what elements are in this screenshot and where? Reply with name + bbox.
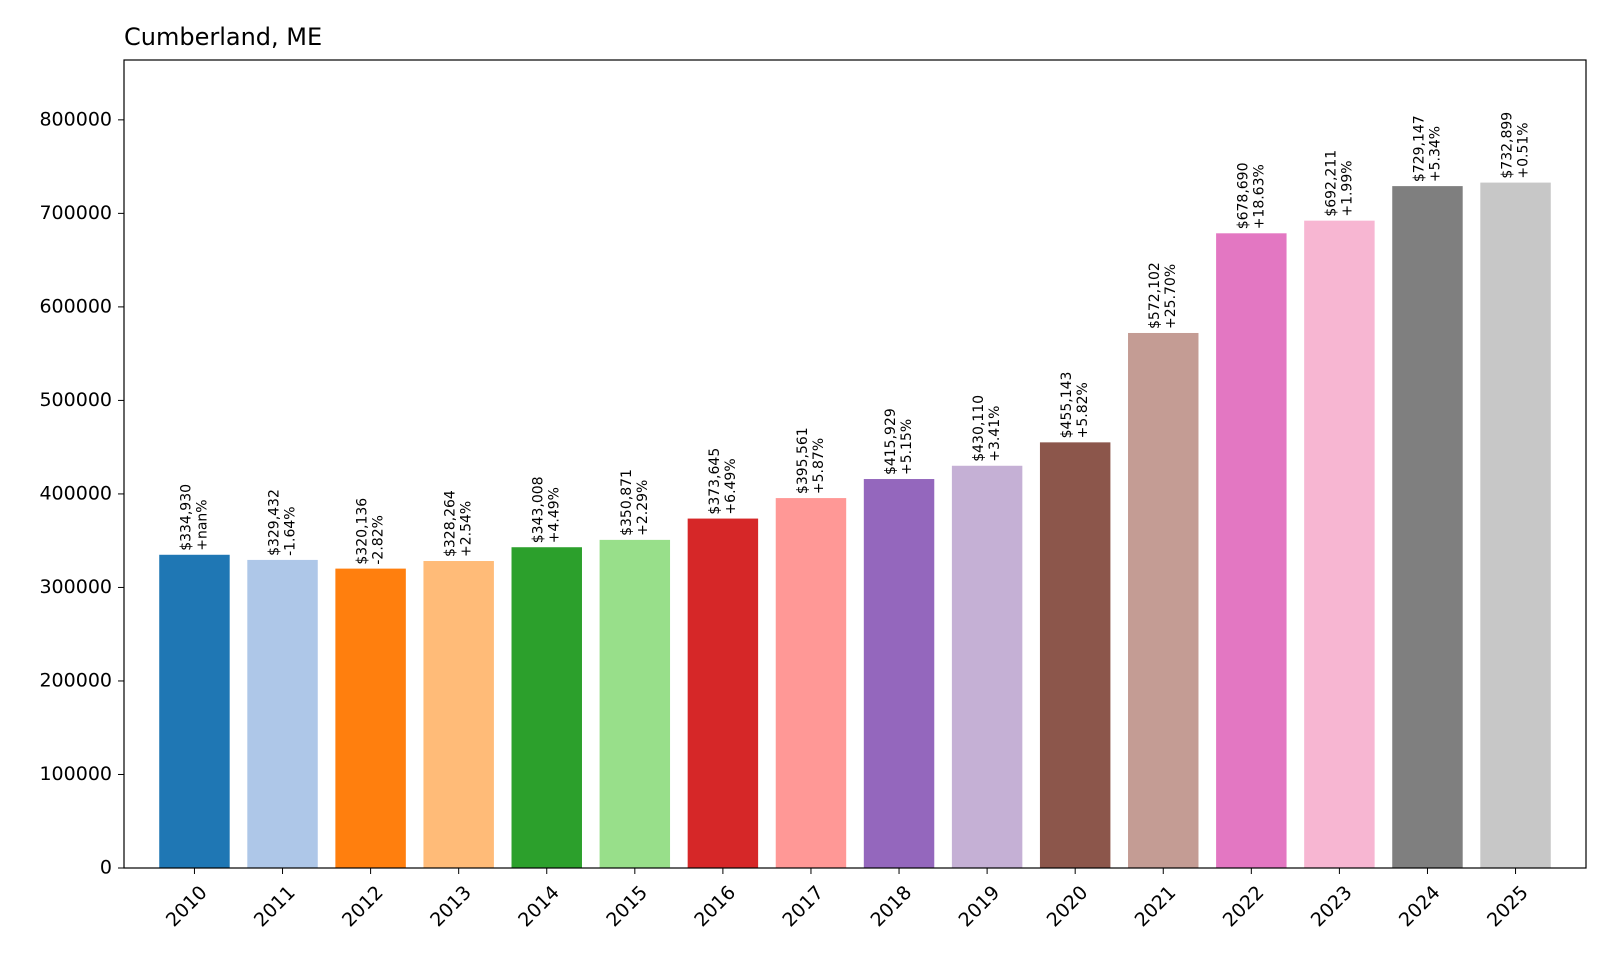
- y-tick-label-400000: 400000: [39, 482, 112, 504]
- bar-2025: [1480, 182, 1551, 869]
- bar-2013: [423, 561, 494, 868]
- bar-2014: [511, 547, 582, 868]
- bar-change-label-2020: +5.82%: [1075, 382, 1091, 438]
- bar-change-label-2018: +5.15%: [899, 419, 915, 475]
- bar-change-label-2017: +5.87%: [811, 438, 827, 494]
- bar-value-label-2019: $430,110: [971, 395, 987, 462]
- bar-value-label-2014: $343,008: [531, 476, 547, 543]
- x-tick-label-2024: 2024: [1395, 882, 1445, 932]
- bar-2018: [863, 479, 935, 868]
- x-tick-label-2025: 2025: [1483, 882, 1533, 932]
- bar-value-label-2018: $415,929: [883, 408, 899, 475]
- y-tick-label-200000: 200000: [39, 669, 112, 691]
- bar-value-label-2023: $692,211: [1323, 150, 1339, 217]
- bar-change-label-2014: +4.49%: [547, 487, 563, 543]
- plot-frame: [123, 59, 1587, 869]
- x-tick-label-2011: 2011: [250, 882, 300, 932]
- bar-2020: [1039, 442, 1111, 868]
- bar-change-label-2023: +1.99%: [1339, 160, 1355, 216]
- bar-2022: [1216, 233, 1287, 868]
- x-axis: 2010 2011 2012 2013 2014 2015 2016 2017 2018 2019…: [162, 868, 1533, 931]
- bar-change-label-2011: -1.64%: [283, 506, 299, 556]
- y-tick-label-100000: 100000: [39, 763, 112, 785]
- x-tick-label-2018: 2018: [866, 882, 916, 932]
- y-tick-label-700000: 700000: [39, 202, 112, 224]
- bars-group: [159, 182, 1551, 869]
- bar-value-label-2011: $329,432: [267, 489, 283, 556]
- x-tick-label-2012: 2012: [338, 882, 388, 932]
- x-tick-label-2015: 2015: [602, 882, 652, 932]
- bar-change-label-2025: +0.51%: [1516, 122, 1532, 178]
- bar-change-label-2010: +nan%: [194, 499, 210, 550]
- y-tick-label-800000: 800000: [39, 108, 112, 130]
- y-tick-label-600000: 600000: [39, 295, 112, 317]
- bar-change-label-2022: +18.63%: [1251, 164, 1267, 229]
- bar-change-label-2016: +6.49%: [723, 458, 739, 514]
- bar-2024: [1392, 186, 1463, 868]
- x-tick-label-2013: 2013: [426, 882, 476, 932]
- x-tick-label-2022: 2022: [1219, 882, 1269, 932]
- bar-value-label-2017: $395,561: [795, 427, 811, 494]
- bar-2019: [951, 465, 1023, 868]
- bar-value-label-2025: $732,899: [1500, 112, 1516, 179]
- bar-2010: [159, 554, 230, 868]
- bar-2016: [687, 518, 759, 868]
- bar-change-label-2012: -2.82%: [371, 515, 387, 565]
- x-tick-label-2019: 2019: [955, 882, 1005, 932]
- bar-change-label-2019: +3.41%: [987, 406, 1003, 462]
- bar-value-label-2016: $373,645: [707, 448, 723, 515]
- y-axis: 0 100000 200000 300000 400000 500000 600000 700…: [39, 108, 124, 879]
- bar-2017: [775, 498, 847, 868]
- y-tick-label-300000: 300000: [39, 576, 112, 598]
- y-tick-label-500000: 500000: [39, 389, 112, 411]
- bar-change-label-2024: +5.34%: [1427, 126, 1443, 182]
- bar-value-label-2015: $350,871: [619, 469, 635, 536]
- bar-change-label-2013: +2.54%: [459, 501, 475, 557]
- x-tick-label-2014: 2014: [514, 882, 564, 932]
- bar-value-label-2013: $328,264: [443, 490, 459, 557]
- bar-labels-group: $334,930 +nan% $329,432 -1.64% $320,136 -2.82…: [178, 112, 1531, 565]
- bar-value-label-2012: $320,136: [355, 498, 371, 565]
- x-tick-label-2021: 2021: [1131, 882, 1181, 932]
- bar-change-label-2015: +2.29%: [635, 480, 651, 536]
- bar-2021: [1128, 332, 1199, 868]
- bar-value-label-2021: $572,102: [1147, 262, 1163, 329]
- chart-title: Cumberland, ME: [124, 23, 322, 51]
- bar-change-label-2021: +25.70%: [1163, 264, 1179, 329]
- bar-2011: [247, 559, 318, 868]
- bar-value-label-2024: $729,147: [1411, 115, 1427, 182]
- bar-2012: [335, 568, 406, 868]
- x-tick-label-2023: 2023: [1307, 882, 1357, 932]
- bar-value-label-2020: $455,143: [1059, 372, 1075, 439]
- y-tick-label-0: 0: [100, 857, 112, 879]
- bar-2023: [1304, 220, 1375, 868]
- bar-2015: [599, 539, 671, 868]
- x-tick-label-2010: 2010: [162, 882, 212, 932]
- x-tick-label-2020: 2020: [1043, 882, 1093, 932]
- x-tick-label-2017: 2017: [778, 882, 828, 932]
- bar-value-label-2022: $678,690: [1235, 162, 1251, 229]
- x-tick-label-2016: 2016: [690, 882, 740, 932]
- bar-value-label-2010: $334,930: [178, 484, 194, 551]
